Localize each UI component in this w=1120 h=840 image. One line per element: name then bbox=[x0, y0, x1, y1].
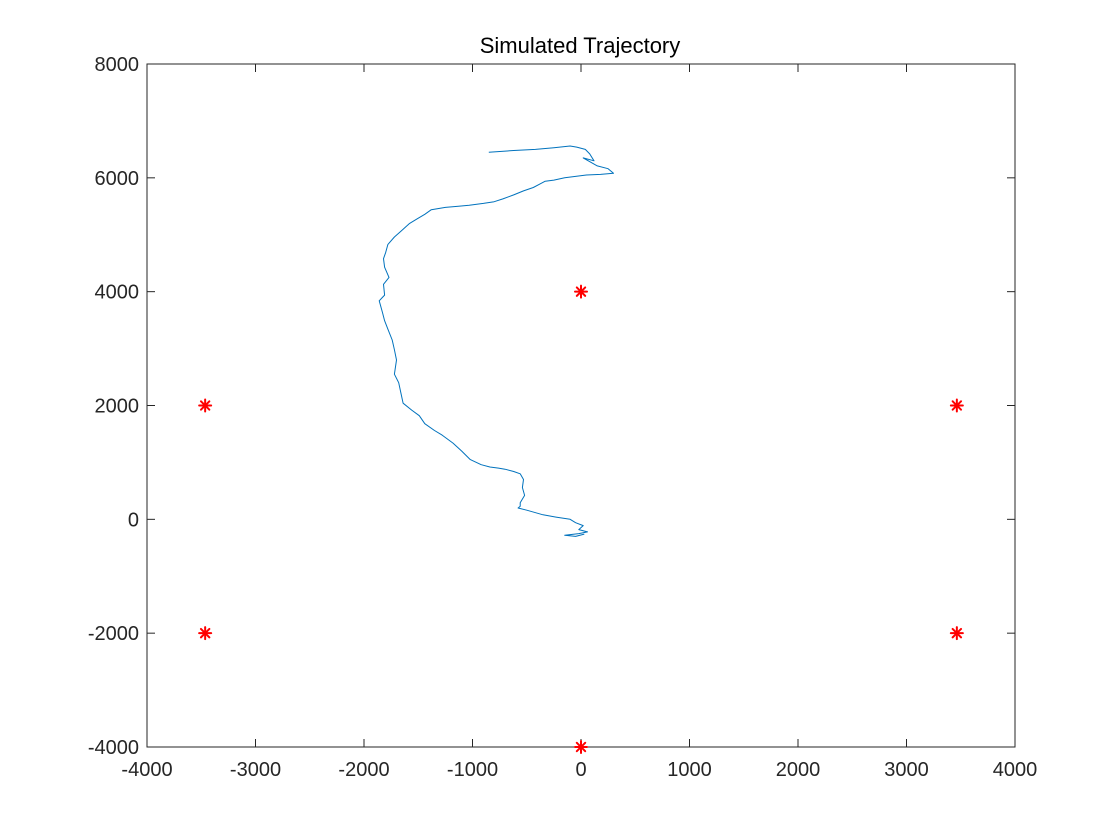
trajectory-line bbox=[378, 145, 614, 537]
y-tick-label: 6000 bbox=[95, 168, 140, 190]
station-marker bbox=[949, 626, 964, 641]
series-layer bbox=[198, 145, 964, 754]
x-tick-label: 4000 bbox=[993, 759, 1038, 781]
x-tick-label: 3000 bbox=[884, 759, 929, 781]
y-tick-label: -2000 bbox=[88, 623, 139, 645]
axes-frame bbox=[146, 63, 1016, 748]
x-tick-label: -2000 bbox=[338, 759, 389, 781]
x-tick-label: 0 bbox=[575, 759, 586, 781]
x-tick-label: 2000 bbox=[776, 759, 821, 781]
axis-ticks bbox=[146, 63, 1016, 748]
x-tick-label: -4000 bbox=[121, 759, 172, 781]
y-tick-label: 2000 bbox=[95, 396, 140, 418]
x-tick-label: -1000 bbox=[447, 759, 498, 781]
station-marker bbox=[574, 740, 588, 754]
y-tick-label: 4000 bbox=[95, 282, 140, 304]
chart-title: Simulated Trajectory bbox=[480, 33, 681, 58]
x-tick-label: -3000 bbox=[230, 759, 281, 781]
station-marker bbox=[574, 284, 588, 299]
station-marker bbox=[198, 398, 213, 413]
axes-box bbox=[146, 63, 1016, 748]
station-marker bbox=[949, 398, 964, 413]
axis-tick-labels: -4000 -3000 -2000 -1000 0 1000 2000 3000 4000 -40… bbox=[88, 54, 1037, 781]
y-tick-label: 0 bbox=[128, 509, 139, 531]
station-marker bbox=[198, 626, 213, 641]
y-tick-label: 8000 bbox=[95, 54, 140, 76]
x-tick-label: 1000 bbox=[667, 759, 712, 781]
y-tick-label: -4000 bbox=[88, 737, 139, 759]
